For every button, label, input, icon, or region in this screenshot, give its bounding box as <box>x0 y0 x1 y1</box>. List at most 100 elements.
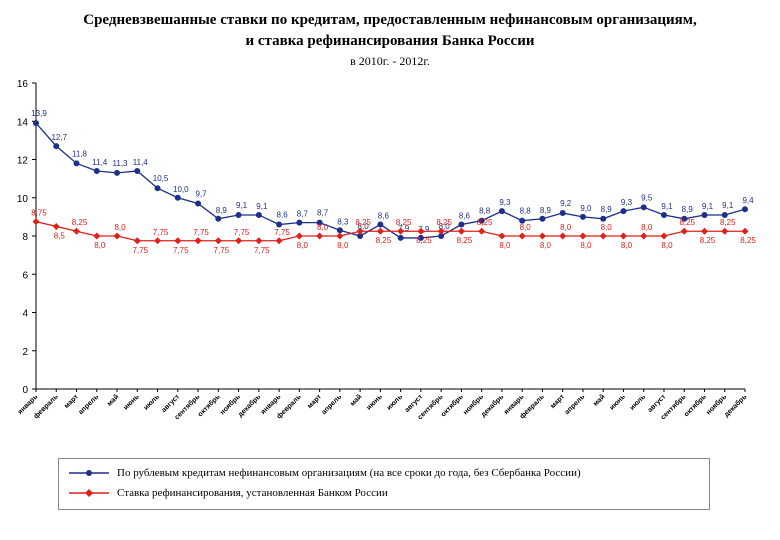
data-point <box>660 232 668 240</box>
data-point <box>700 227 708 235</box>
chart-subtitle: и ставка рефинансирования Банка России <box>245 33 535 49</box>
x-tick-label: март <box>306 393 323 410</box>
data-point <box>437 227 445 235</box>
data-label: 8,9 <box>601 205 613 214</box>
data-label: 9,1 <box>236 201 248 210</box>
x-tick-label: октябрь <box>682 392 708 418</box>
data-label: 8,25 <box>700 236 716 245</box>
data-point <box>154 185 161 192</box>
data-label: 8,7 <box>297 210 309 219</box>
x-tick-label: июль <box>629 393 648 412</box>
data-point <box>32 218 40 226</box>
x-tick-label: май <box>105 393 120 408</box>
y-tick-label: 14 <box>17 117 29 128</box>
data-label: 8,3 <box>337 217 349 226</box>
x-tick-label: май <box>348 393 363 408</box>
data-label: 11,3 <box>113 159 129 168</box>
data-point <box>417 234 424 241</box>
data-label: 8,25 <box>679 218 695 227</box>
x-tick-label: октябрь <box>439 392 465 418</box>
data-point <box>296 219 303 226</box>
data-label: 8,25 <box>396 218 412 227</box>
data-point <box>194 237 202 245</box>
x-tick-label: декабрь <box>479 392 505 418</box>
data-point <box>478 227 486 235</box>
legend-label-loans: По рублевым кредитам нефинансовым органи… <box>117 467 581 479</box>
data-label: 8,6 <box>277 211 289 220</box>
x-tick-label: март <box>549 393 566 410</box>
data-label: 8,25 <box>355 218 371 227</box>
data-label: 9,2 <box>560 199 572 208</box>
data-point <box>154 237 162 245</box>
data-label: 7,75 <box>274 228 290 237</box>
data-label: 10,0 <box>173 185 189 194</box>
data-point <box>214 237 222 245</box>
data-label: 11,8 <box>72 149 88 158</box>
data-point <box>538 232 546 240</box>
data-point <box>235 211 242 218</box>
legend-swatch-refinancing <box>69 489 109 497</box>
data-point <box>640 204 647 211</box>
data-label: 8,0 <box>580 241 592 250</box>
data-label: 7,75 <box>254 246 270 255</box>
data-label: 8,6 <box>378 212 390 221</box>
data-label: 11,4 <box>92 158 108 167</box>
data-label: 8,7 <box>317 209 329 218</box>
data-label: 9,0 <box>580 204 592 213</box>
data-point <box>498 232 506 240</box>
data-label: 8,9 <box>216 206 228 215</box>
data-label: 9,3 <box>621 198 633 207</box>
data-label: 7,75 <box>234 228 250 237</box>
chart-title: Средневзвешанные ставки по кредитам, пре… <box>83 12 697 28</box>
data-point <box>215 215 222 222</box>
data-point <box>457 227 465 235</box>
data-point <box>276 221 283 228</box>
data-point <box>518 232 526 240</box>
data-point <box>316 232 324 240</box>
data-point <box>336 227 343 234</box>
data-label: 8,8 <box>479 207 491 216</box>
data-point <box>195 200 202 207</box>
y-tick-label: 8 <box>22 232 28 243</box>
x-tick-label: апрель <box>321 393 344 416</box>
data-point <box>174 237 182 245</box>
data-label: 9,1 <box>722 201 734 210</box>
y-tick-label: 4 <box>22 309 28 320</box>
data-point <box>599 232 607 240</box>
data-point <box>600 215 607 222</box>
y-tick-label: 10 <box>17 194 29 205</box>
x-tick-label: октябрь <box>196 392 222 418</box>
data-point <box>52 222 60 230</box>
data-point <box>397 234 404 241</box>
data-label: 11,4 <box>133 158 149 167</box>
data-point <box>559 210 566 217</box>
data-point <box>701 211 708 218</box>
data-label: 9,1 <box>661 202 673 211</box>
data-point <box>498 208 505 215</box>
data-point <box>73 160 80 167</box>
data-point <box>376 227 384 235</box>
data-label: 8,0 <box>94 241 106 250</box>
data-label: 8,0 <box>317 223 329 232</box>
data-point <box>93 232 101 240</box>
x-tick-label: март <box>63 393 80 410</box>
data-label: 8,6 <box>459 212 471 221</box>
data-label: 8,25 <box>416 236 432 245</box>
data-point <box>741 227 749 235</box>
data-point <box>73 227 81 235</box>
data-label: 8,5 <box>54 231 66 240</box>
data-point <box>113 232 121 240</box>
data-point <box>133 237 141 245</box>
data-label: 8,0 <box>358 222 370 231</box>
legend: По рублевым кредитам нефинансовым органи… <box>58 458 710 510</box>
data-point <box>93 167 100 174</box>
data-point <box>356 227 364 235</box>
data-label: 8,25 <box>477 218 493 227</box>
data-label: 10,5 <box>153 174 169 183</box>
data-label: 8,25 <box>376 236 392 245</box>
data-point <box>275 237 283 245</box>
data-label: 8,0 <box>297 241 309 250</box>
x-tick-label: июль <box>386 393 405 412</box>
data-point <box>579 232 587 240</box>
data-label: 8,0 <box>601 223 613 232</box>
